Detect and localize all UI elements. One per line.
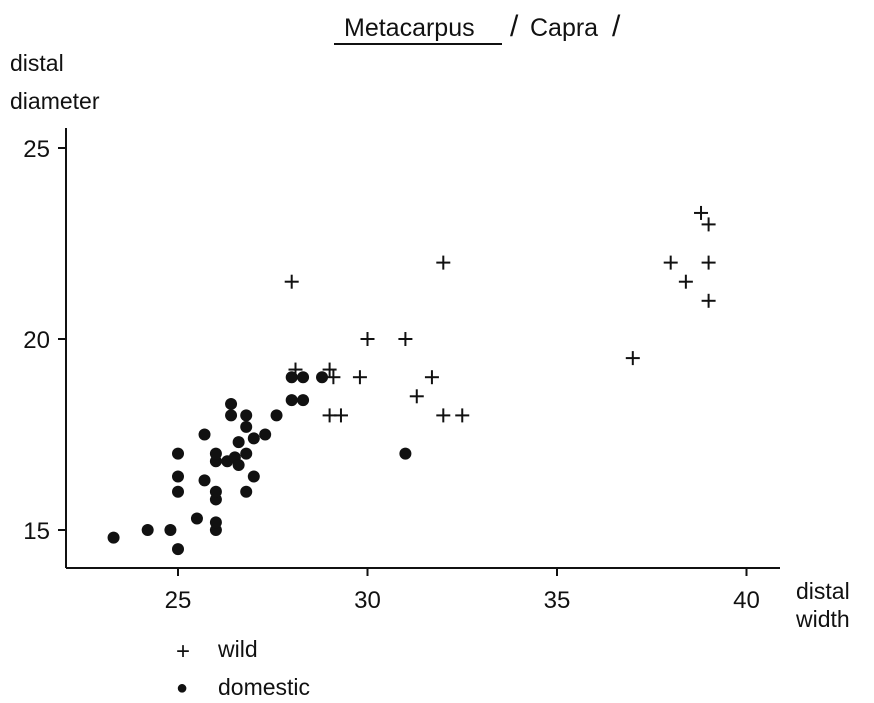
domestic-point bbox=[172, 485, 184, 498]
domestic-point bbox=[285, 371, 298, 384]
domestic-point bbox=[225, 409, 238, 422]
wild-point bbox=[701, 255, 716, 270]
legend-wild-symbol: + bbox=[176, 638, 191, 665]
domestic-point bbox=[172, 543, 184, 556]
wild-point bbox=[322, 362, 337, 377]
wild-point bbox=[424, 370, 439, 385]
wild-point bbox=[398, 332, 413, 346]
y-tick-label: 25 bbox=[23, 136, 50, 163]
domestic-point bbox=[209, 447, 222, 460]
x-axis-label-line2: width bbox=[796, 606, 850, 632]
domestic-point bbox=[247, 432, 260, 445]
domestic-point bbox=[198, 428, 211, 441]
domestic-point bbox=[270, 409, 283, 422]
wild-point bbox=[694, 205, 709, 220]
legend-wild-label: wild bbox=[218, 636, 258, 662]
wild-point bbox=[409, 389, 424, 404]
x-tick-label: 35 bbox=[544, 587, 571, 614]
wild-point bbox=[360, 332, 375, 346]
domestic-point bbox=[209, 485, 222, 498]
title-slash-left: / bbox=[510, 10, 519, 43]
domestic-point bbox=[232, 459, 245, 472]
x-tick-label: 40 bbox=[733, 587, 760, 614]
domestic-point bbox=[190, 512, 203, 525]
domestic-point bbox=[399, 447, 412, 460]
domestic-point bbox=[164, 524, 177, 536]
title-slash-right: / bbox=[612, 10, 621, 43]
x-tick-label: 30 bbox=[354, 587, 381, 614]
legend-domestic-label: domestic bbox=[218, 674, 311, 700]
domestic-point bbox=[225, 397, 238, 410]
domestic-point bbox=[198, 474, 211, 487]
domestic-point bbox=[316, 371, 329, 384]
chart-title: Metacarpus bbox=[344, 14, 475, 42]
legend-domestic-symbol: ● bbox=[176, 677, 189, 699]
y-tick-label: 20 bbox=[23, 327, 50, 354]
domestic-point bbox=[240, 420, 253, 433]
domestic-point bbox=[240, 409, 253, 422]
wild-point bbox=[436, 408, 451, 423]
domestic-point bbox=[259, 428, 272, 441]
y-axis-label-line1: distal bbox=[10, 50, 64, 76]
domestic-point bbox=[247, 470, 260, 483]
wild-point bbox=[333, 408, 348, 423]
domestic-point bbox=[209, 516, 222, 529]
x-tick-label: 25 bbox=[165, 587, 192, 614]
domestic-point bbox=[240, 485, 253, 498]
wild-point bbox=[326, 370, 341, 385]
domestic-point bbox=[141, 524, 154, 536]
domestic-point bbox=[232, 436, 245, 449]
domestic-point bbox=[240, 447, 253, 460]
wild-point bbox=[663, 255, 678, 270]
domestic-point bbox=[285, 394, 298, 407]
wild-point bbox=[678, 274, 693, 289]
domestic-point bbox=[172, 470, 184, 483]
domestic-point bbox=[172, 447, 184, 460]
domestic-point bbox=[297, 371, 310, 384]
wild-point bbox=[436, 255, 451, 270]
wild-point bbox=[625, 351, 640, 366]
domestic-point bbox=[297, 394, 310, 407]
wild-point bbox=[701, 293, 716, 308]
wild-point bbox=[455, 408, 470, 423]
wild-point bbox=[352, 370, 367, 385]
y-tick-label: 15 bbox=[23, 518, 50, 545]
chart-title-genus: Capra bbox=[530, 14, 599, 42]
domestic-point bbox=[107, 531, 120, 544]
x-axis-label-line1: distal bbox=[796, 578, 850, 604]
y-axis-label-line2: diameter bbox=[10, 88, 100, 114]
wild-point bbox=[701, 217, 716, 232]
wild-point bbox=[284, 274, 299, 289]
